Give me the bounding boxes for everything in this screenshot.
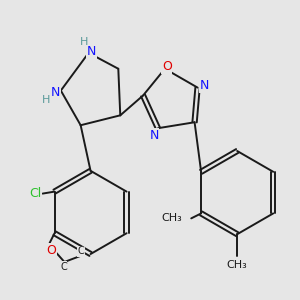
Text: N: N [149,129,159,142]
Text: C: C [78,246,85,256]
Text: CH₃: CH₃ [227,260,248,270]
Text: Cl: Cl [30,187,42,200]
Text: N: N [87,45,96,58]
Text: C: C [60,262,67,272]
Text: N: N [200,79,209,92]
Text: O: O [46,244,56,256]
Text: H: H [80,37,88,47]
Text: N: N [51,86,61,99]
Text: H: H [42,95,50,106]
Text: O: O [162,60,172,73]
Text: CH₃: CH₃ [162,213,182,224]
